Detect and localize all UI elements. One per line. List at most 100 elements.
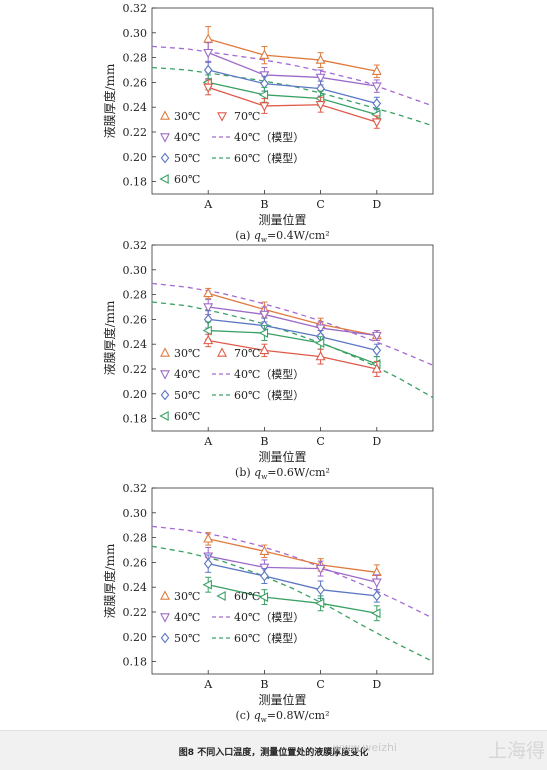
- series-line: [208, 69, 377, 105]
- data-point: [203, 334, 214, 345]
- series-line: [207, 86, 377, 123]
- y-tick-label: 0.28: [123, 289, 148, 302]
- legend-marker: [160, 613, 170, 623]
- data-point: [372, 345, 382, 356]
- plot-frame: [151, 7, 434, 195]
- legend-label: 40℃: [174, 611, 200, 624]
- y-tick-label: 0.18: [123, 656, 148, 669]
- data-point: [203, 48, 214, 59]
- y-tick-label: 0.26: [123, 556, 148, 569]
- legend-label: 60℃（模型）: [234, 151, 304, 165]
- data-point: [371, 109, 381, 120]
- y-tick-label: 0.28: [123, 52, 148, 65]
- x-tick-label: C: [316, 678, 324, 691]
- chart-panel-a: 0.18 0.20 0.22 0.24 0.26 0.28 0.30 0.32 A B C D 测量位置…: [102, 2, 434, 244]
- y-tick-label: 0.18: [123, 176, 148, 189]
- legend-label: 30℃: [174, 590, 200, 603]
- data-point: [259, 563, 270, 574]
- x-tick-label: B: [260, 678, 268, 691]
- series-line: [208, 339, 377, 370]
- y-axis-label: 液膜厚度/mm: [102, 63, 117, 138]
- y-tick-label: 0.20: [123, 151, 148, 164]
- legend-label: 60℃（模型）: [234, 388, 304, 402]
- watermark-brand: 上海得: [487, 740, 545, 762]
- legend-label: 60℃（模型）: [234, 631, 304, 645]
- y-tick-label: 0.30: [123, 27, 148, 40]
- data-point: [314, 93, 325, 104]
- legend-marker: [159, 174, 169, 184]
- y-tick-label: 0.30: [123, 264, 148, 277]
- x-tick-label: A: [203, 678, 213, 691]
- data-point: [259, 71, 270, 81]
- data-point: [371, 608, 381, 619]
- data-point: [258, 89, 269, 100]
- x-tick-label: C: [316, 198, 324, 211]
- data-point: [203, 287, 214, 298]
- legend-marker: [217, 347, 227, 357]
- model-curve: [151, 545, 434, 663]
- data-point: [258, 328, 269, 339]
- legend-marker: [216, 591, 226, 601]
- data-point: [315, 54, 326, 64]
- legend-label: 30℃: [174, 110, 200, 123]
- x-tick-label: A: [203, 435, 213, 448]
- legend-marker: [217, 112, 227, 122]
- y-tick-label: 0.32: [123, 2, 148, 15]
- figure-area: 0.18 0.20 0.22 0.24 0.26 0.28 0.30 0.32 A B C D 测量位置…: [102, 2, 434, 724]
- data-point: [314, 337, 325, 348]
- data-point: [258, 592, 269, 603]
- series-line: [208, 81, 377, 116]
- legend-marker: [159, 411, 169, 421]
- y-tick-label: 0.18: [123, 413, 148, 426]
- data-point: [259, 102, 270, 112]
- legend-label: 70℃: [234, 110, 260, 123]
- x-tick-label: B: [260, 435, 268, 448]
- y-tick-label: 0.26: [123, 313, 148, 326]
- legend-marker: [160, 590, 170, 600]
- model-curve: [151, 282, 434, 366]
- caption-bar: 图8 不同入口温度，测量位置处的液膜厚度变化 www.weizhi 上海得: [0, 730, 547, 770]
- y-tick-label: 0.22: [123, 606, 148, 619]
- legend-label: 40℃: [174, 368, 200, 381]
- series-line: [208, 555, 377, 583]
- y-tick-label: 0.20: [123, 631, 148, 644]
- legend-label: 40℃（模型）: [234, 610, 304, 624]
- y-tick-label: 0.24: [123, 101, 148, 114]
- data-point: [315, 73, 326, 84]
- data-point: [259, 49, 270, 59]
- data-point: [315, 324, 326, 334]
- legend-marker: [160, 389, 170, 401]
- legend-label: 50℃: [174, 389, 200, 402]
- plot-frame: [151, 244, 434, 432]
- legend-label: 70℃: [234, 347, 260, 360]
- y-tick-label: 0.32: [123, 482, 148, 495]
- plot-frame: [151, 487, 434, 675]
- data-point: [203, 558, 213, 570]
- data-point: [316, 584, 325, 596]
- y-tick-label: 0.22: [123, 126, 148, 139]
- series-line: [207, 52, 377, 87]
- x-axis-label: 测量位置: [258, 692, 306, 707]
- watermark-url: www.weizhi: [332, 741, 397, 754]
- legend-marker: [160, 370, 170, 380]
- data-point: [371, 363, 382, 373]
- figure-caption: 图8 不同入口温度，测量位置处的液膜厚度变化: [178, 748, 369, 758]
- series-line: [208, 584, 377, 614]
- legend-label: 30℃: [174, 347, 200, 360]
- legend-label: 50℃: [174, 152, 200, 165]
- legend-marker: [160, 110, 170, 120]
- legend: 30℃ 40℃ 50℃ 60℃ 40℃（模型） 60℃（模型）: [160, 590, 304, 645]
- data-point: [371, 578, 382, 588]
- data-point: [371, 65, 382, 75]
- series-line: [208, 306, 377, 337]
- model-curve: [151, 66, 434, 127]
- y-axis-label: 液膜厚度/mm: [102, 543, 117, 618]
- x-tick-label: D: [372, 678, 381, 691]
- data-point: [371, 331, 382, 342]
- chart-subtitle: (c) qw=0.8W/cm²: [235, 709, 329, 724]
- legend-label: 50℃: [174, 632, 200, 645]
- chart-panel-b: 0.18 0.20 0.22 0.24 0.26 0.28 0.30 0.32 A B C D 测量位置…: [102, 239, 434, 481]
- data-point: [314, 598, 325, 609]
- legend-marker: [160, 347, 170, 357]
- legend: 30℃ 40℃ 50℃ 60℃ 70℃ 40℃（模型） 60℃（模型）: [159, 110, 304, 186]
